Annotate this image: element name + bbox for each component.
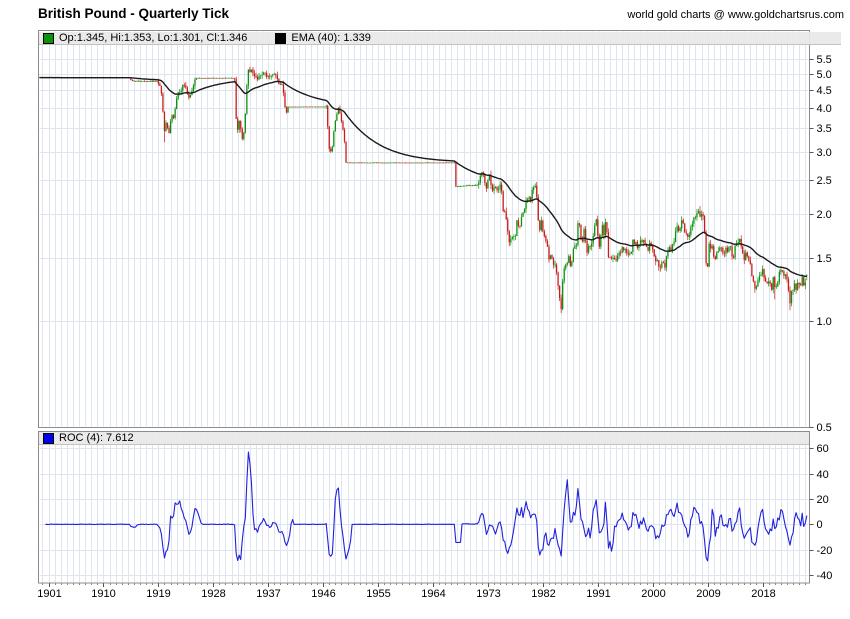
roc-legend-bar: ROC (4): 7.612 (39, 432, 809, 445)
roc-axis-label: 40 (817, 469, 829, 481)
panel-borders (38, 30, 810, 584)
price-legend-bar: Op:1.345, Hi:1.353, Lo:1.301, Cl:1.346 E… (39, 32, 841, 45)
price-axis-label: 2.0 (817, 209, 832, 221)
price-axis-label: 3.5 (817, 123, 832, 135)
price-axis-label: 0.5 (817, 422, 832, 434)
roc-axis-label: 20 (817, 494, 829, 506)
year-axis-label: 1937 (256, 588, 280, 600)
ema-legend-label: EMA (40): 1.339 (291, 31, 371, 44)
ohlc-legend-swatch-icon (43, 32, 54, 44)
roc-axis-label: -20 (817, 545, 833, 557)
price-axis-label: 4.5 (817, 85, 832, 97)
price-axis-label: 2.5 (817, 175, 832, 187)
page-title: British Pound - Quarterly Tick (38, 6, 230, 21)
year-axis-label: 1901 (37, 588, 61, 600)
price-axis-label: 1.0 (817, 316, 832, 328)
year-axis-label: 1919 (146, 588, 170, 600)
year-axis-label: 1928 (201, 588, 225, 600)
price-axis-label: 4.0 (817, 103, 832, 115)
price-axis-label: 5.0 (817, 69, 832, 81)
roc-legend-swatch-icon (43, 432, 54, 444)
ema-legend-swatch-icon (275, 32, 287, 44)
price-axis-label: 1.5 (817, 253, 832, 265)
year-axis-label: 1991 (586, 588, 610, 600)
roc-axis-label: 0 (817, 519, 823, 531)
ema-line (39, 76, 807, 277)
year-axis-label: 2009 (696, 588, 720, 600)
roc-legend-label: ROC (4): 7.612 (59, 431, 134, 444)
candles-layer (40, 66, 808, 314)
year-axis-label: 1964 (421, 588, 445, 600)
year-axis-label: 1982 (531, 588, 555, 600)
axis-labels: 5.55.04.54.03.53.02.52.01.51.00.56040200… (37, 54, 832, 600)
grid-layer (39, 31, 809, 582)
year-axis-label: 2018 (751, 588, 775, 600)
year-axis-label: 1946 (311, 588, 335, 600)
price-axis-label: 5.5 (817, 54, 832, 66)
year-axis-label: 2000 (641, 588, 665, 600)
year-axis-label: 1955 (366, 588, 390, 600)
roc-axis-label: -40 (817, 570, 833, 582)
chart-credit: world gold charts @ www.goldchartsrus.co… (627, 9, 844, 21)
axis-ticks (42, 59, 814, 587)
roc-line (45, 451, 808, 562)
year-axis-label: 1973 (476, 588, 500, 600)
price-axis-label: 3.0 (817, 147, 832, 159)
ohlc-legend-label: Op:1.345, Hi:1.353, Lo:1.301, Cl:1.346 (59, 31, 248, 44)
year-axis-label: 1910 (91, 588, 115, 600)
roc-axis-label: 60 (817, 443, 829, 455)
